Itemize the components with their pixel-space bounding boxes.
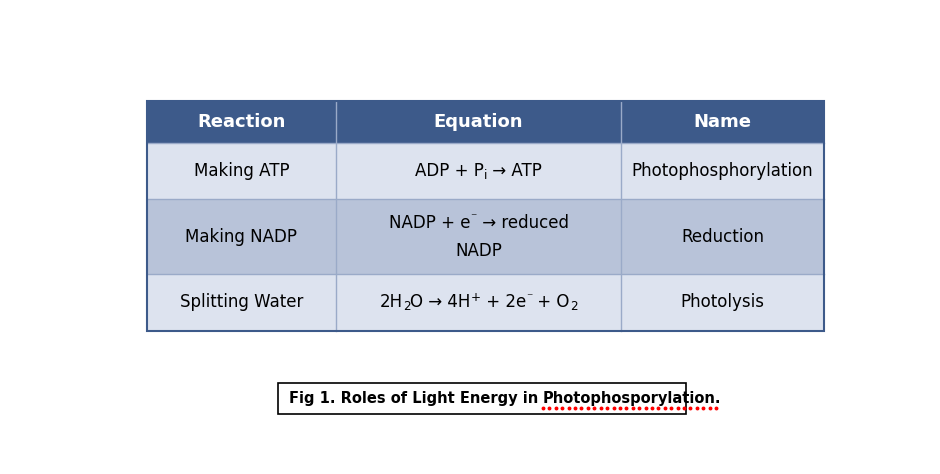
Text: 2H: 2H (380, 293, 403, 311)
Text: Reduction: Reduction (681, 228, 764, 246)
Text: O → 4H: O → 4H (411, 293, 471, 311)
Text: +: + (471, 291, 481, 304)
Text: ADP + P: ADP + P (415, 162, 484, 180)
Text: → reduced: → reduced (477, 214, 569, 232)
FancyBboxPatch shape (147, 274, 824, 331)
Text: 2: 2 (403, 300, 411, 313)
Text: + 2e: + 2e (481, 293, 526, 311)
Text: ⁻: ⁻ (470, 211, 477, 225)
Text: + O: + O (532, 293, 570, 311)
Text: 2: 2 (570, 300, 577, 313)
Text: → ATP: → ATP (487, 162, 542, 180)
Text: ⁻: ⁻ (526, 291, 532, 304)
Text: Making ATP: Making ATP (194, 162, 290, 180)
Text: Making NADP: Making NADP (185, 228, 297, 246)
Text: i: i (484, 169, 487, 182)
FancyBboxPatch shape (147, 199, 824, 274)
Text: Photolysis: Photolysis (681, 293, 764, 311)
FancyBboxPatch shape (147, 143, 824, 199)
FancyBboxPatch shape (278, 383, 686, 414)
Text: Equation: Equation (434, 113, 524, 131)
Text: Photophosporylation.: Photophosporylation. (543, 391, 722, 406)
Text: Name: Name (694, 113, 751, 131)
Text: Reaction: Reaction (197, 113, 286, 131)
Text: NADP + e: NADP + e (388, 214, 470, 232)
Text: Splitting Water: Splitting Water (180, 293, 304, 311)
FancyBboxPatch shape (147, 100, 824, 143)
Text: Photophosphorylation: Photophosphorylation (632, 162, 813, 180)
Text: NADP: NADP (455, 242, 502, 260)
Text: Fig 1. Roles of Light Energy in: Fig 1. Roles of Light Energy in (289, 391, 543, 406)
